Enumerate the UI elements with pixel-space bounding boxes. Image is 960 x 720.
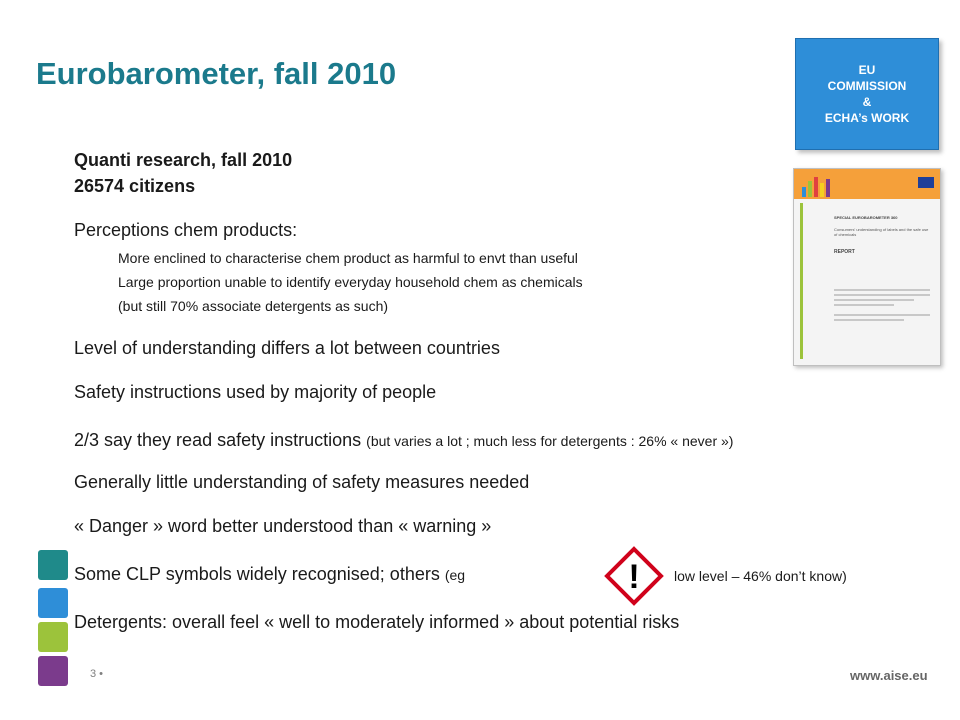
hazard-symbol-glyph: !: [628, 558, 639, 596]
accent-bar-teal: [38, 550, 68, 580]
tag-line-3: &: [862, 95, 872, 109]
report-text-lines: [834, 289, 930, 324]
clp-symbols-line: Some CLP symbols widely recognised; othe…: [74, 564, 465, 585]
understanding-line: Level of understanding differs a lot bet…: [74, 338, 500, 358]
tag-line-4: ECHA’s WORK: [824, 111, 910, 125]
clp-symbols-main: Some CLP symbols widely recognised; othe…: [74, 564, 445, 584]
danger-warning-line: « Danger » word better understood than «…: [74, 516, 492, 536]
perception-point-3: (but still 70% associate detergents as s…: [118, 298, 389, 314]
page-number: 3 •: [90, 668, 104, 680]
safety-instructions-line: Safety instructions used by majority of …: [74, 382, 437, 402]
report-label: REPORT: [834, 249, 855, 255]
slide-title: Eurobarometer, fall 2010: [36, 56, 397, 91]
accent-bar-green: [38, 622, 68, 652]
tag-line-1: EU: [858, 63, 876, 77]
footer-url: www.aise.eu: [850, 668, 928, 683]
citizens-line: 26574 citizens: [74, 176, 196, 196]
safety-measures-line: Generally little understanding of safety…: [74, 472, 530, 492]
tag-line-2: COMMISSION: [827, 79, 907, 93]
report-left-stripe: [800, 203, 803, 359]
read-instructions-note: (but varies a lot ; much less for deterg…: [366, 433, 734, 449]
report-chart-graphic: [800, 175, 834, 197]
perception-point-1: More enclined to characterise chem produ…: [118, 250, 578, 266]
perceptions-heading: Perceptions chem products:: [74, 220, 298, 240]
detergents-line: Detergents: overall feel « well to moder…: [74, 612, 680, 632]
eurobarometer-report-thumbnail: SPECIAL EUROBAROMETER 360 Consumers' und…: [793, 168, 941, 366]
clp-symbols-note: low level – 46% don’t know): [674, 568, 847, 584]
eu-commission-tag: EU COMMISSION & ECHA’s WORK: [795, 38, 939, 150]
accent-bar-purple: [38, 656, 68, 686]
report-header-band: [794, 169, 940, 199]
accent-bar-blue: [38, 588, 68, 618]
report-heading: SPECIAL EUROBAROMETER 360: [834, 215, 898, 220]
clp-symbols-eg: (eg: [444, 567, 466, 583]
read-instructions-line: 2/3 say they read safety instructions (b…: [74, 430, 733, 451]
perception-point-2: Large proportion unable to identify ever…: [118, 274, 583, 290]
read-instructions-main: 2/3 say they read safety instructions: [74, 430, 367, 450]
ghs-exclamation-hazard-icon: !: [604, 546, 664, 606]
eu-flag-icon: [918, 177, 934, 188]
report-title: Consumers' understanding of labels and t…: [834, 227, 929, 237]
research-line: Quanti research, fall 2010: [74, 150, 293, 170]
